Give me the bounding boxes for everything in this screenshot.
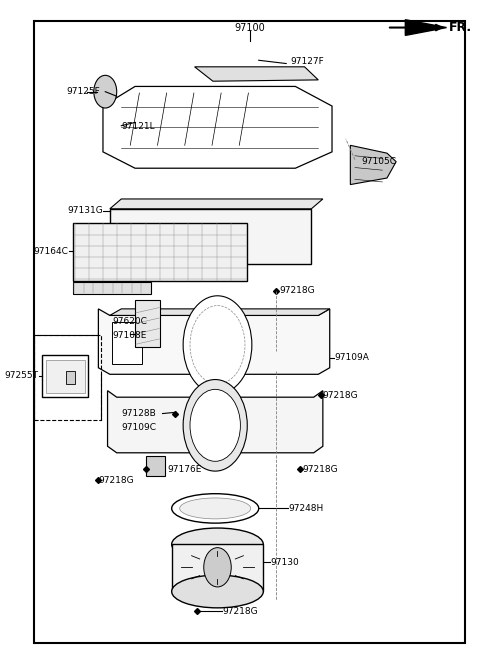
Text: 97218G: 97218G xyxy=(302,464,338,474)
Bar xyxy=(110,209,312,264)
Text: 97130: 97130 xyxy=(270,558,299,566)
Circle shape xyxy=(183,380,247,471)
Circle shape xyxy=(183,296,252,394)
Text: 97125F: 97125F xyxy=(66,87,100,96)
Polygon shape xyxy=(110,199,323,209)
Circle shape xyxy=(190,390,240,461)
Ellipse shape xyxy=(172,575,264,608)
Text: 97176E: 97176E xyxy=(167,464,202,474)
Text: 97121L: 97121L xyxy=(121,122,155,131)
Text: 97109A: 97109A xyxy=(334,353,369,363)
Circle shape xyxy=(204,548,231,587)
Bar xyxy=(66,371,75,384)
Ellipse shape xyxy=(172,493,259,523)
Text: 97218G: 97218G xyxy=(323,391,359,399)
Text: 97131G: 97131G xyxy=(67,206,103,215)
Polygon shape xyxy=(98,309,330,374)
Bar xyxy=(146,456,165,476)
Text: 97108E: 97108E xyxy=(112,330,146,340)
Bar xyxy=(46,360,85,393)
Text: 97218G: 97218G xyxy=(279,286,315,295)
Circle shape xyxy=(94,76,117,108)
Text: 97218G: 97218G xyxy=(98,476,134,485)
Bar xyxy=(34,335,101,420)
Text: 97100: 97100 xyxy=(234,22,265,33)
Bar xyxy=(73,223,247,281)
Polygon shape xyxy=(194,67,318,81)
Bar xyxy=(112,322,142,365)
Text: 97218G: 97218G xyxy=(222,606,258,616)
Text: 97109C: 97109C xyxy=(121,424,156,432)
Polygon shape xyxy=(405,20,446,35)
Ellipse shape xyxy=(180,498,251,519)
Bar xyxy=(73,282,151,294)
Bar xyxy=(43,355,88,397)
Text: 97620C: 97620C xyxy=(112,317,147,327)
Text: 97128B: 97128B xyxy=(121,409,156,418)
Text: 97164C: 97164C xyxy=(34,247,69,256)
Text: 97248H: 97248H xyxy=(288,504,324,513)
Text: FR.: FR. xyxy=(449,21,472,34)
Bar xyxy=(135,300,160,347)
Text: 97255T: 97255T xyxy=(5,371,39,380)
Polygon shape xyxy=(350,145,396,185)
Polygon shape xyxy=(110,309,330,315)
Polygon shape xyxy=(108,391,323,453)
Text: 97127F: 97127F xyxy=(291,57,324,66)
Ellipse shape xyxy=(172,528,264,560)
Text: 97105C: 97105C xyxy=(362,157,397,166)
Bar xyxy=(172,545,264,591)
